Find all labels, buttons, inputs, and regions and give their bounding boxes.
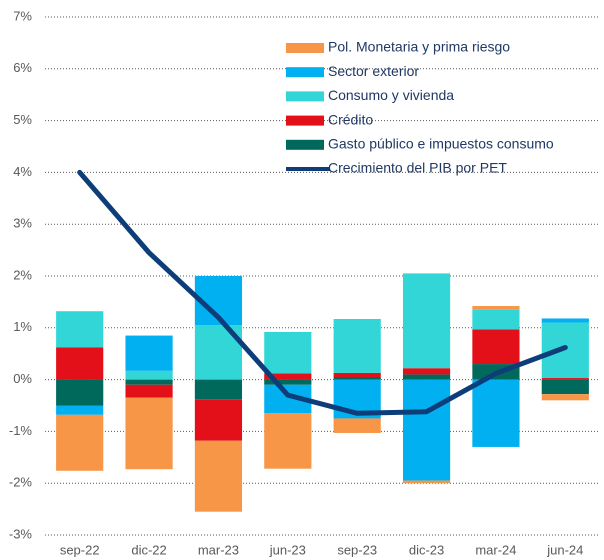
bar-segment	[264, 379, 312, 385]
y-tick-label: -1%	[9, 423, 33, 438]
bar-segment	[194, 399, 243, 441]
legend-swatch	[286, 139, 324, 150]
legend-swatch	[286, 43, 324, 53]
bar-segment	[125, 335, 173, 371]
bar-segment	[402, 273, 451, 369]
y-tick-label: 6%	[13, 60, 32, 75]
legend-swatch	[286, 91, 324, 102]
bar-segment	[541, 394, 589, 401]
bar-segment	[125, 397, 173, 470]
y-tick-label: 7%	[13, 8, 32, 23]
bar-segment	[402, 480, 451, 484]
bar-segment	[125, 379, 173, 385]
bar-segment	[194, 379, 243, 400]
legend-label: Gasto público e impuestos consumo	[328, 136, 554, 152]
x-tick-label: dic-23	[409, 542, 444, 557]
bar-segment	[541, 318, 589, 323]
x-tick-label: sep-23	[337, 542, 377, 557]
legend-label: Consumo y vivienda	[328, 87, 454, 103]
line-series	[77, 169, 568, 416]
bar-segment	[402, 368, 451, 375]
bar-segment	[56, 405, 104, 415]
legend-label: Crecimiento del PIB por PET	[328, 160, 507, 176]
y-tick-label: 0%	[13, 371, 32, 386]
x-tick-label: dic-22	[131, 542, 166, 557]
bar-segment	[402, 379, 451, 481]
y-tick-label: 1%	[13, 319, 32, 334]
bar-segment	[333, 372, 381, 378]
bar-segment	[402, 374, 451, 380]
bar-segment	[194, 440, 243, 512]
x-tick-label: sep-22	[60, 542, 100, 557]
bar-segment	[472, 309, 520, 330]
bar-segment	[56, 347, 104, 380]
legend-swatch	[286, 115, 324, 126]
legend-label: Sector exterior	[328, 63, 419, 79]
bar-segment	[125, 384, 173, 398]
x-tick-label: jun-23	[269, 542, 306, 557]
bar-segment	[56, 379, 104, 406]
legend-swatch	[286, 67, 324, 78]
bar-segment	[125, 370, 173, 380]
bar-segment	[333, 318, 381, 373]
y-tick-label: -3%	[9, 526, 33, 541]
bar-segment	[264, 373, 312, 380]
y-tick-label: 2%	[13, 267, 32, 282]
x-tick-label: mar-23	[198, 542, 239, 557]
bar-segment	[541, 322, 589, 379]
bar-segment	[333, 418, 381, 433]
bar-segment	[472, 379, 520, 447]
y-tick-label: 4%	[13, 164, 32, 179]
x-tick-label: mar-24	[475, 542, 516, 557]
y-tick-label: -2%	[9, 475, 33, 490]
bar-segment	[541, 379, 589, 395]
bar-segment	[541, 378, 589, 380]
bar-segment	[264, 413, 312, 469]
bar-segment	[56, 311, 104, 348]
legend-label: Pol. Monetaria y prima riesgo	[328, 39, 510, 55]
bar-segment	[264, 331, 312, 374]
bar-segment	[472, 306, 520, 310]
legend-label: Crédito	[328, 111, 373, 127]
bar-segment	[472, 329, 520, 365]
y-tick-label: 3%	[13, 216, 32, 231]
bar-segment	[56, 414, 104, 471]
x-tick-label: jun-24	[546, 542, 583, 557]
bar-segment	[333, 377, 381, 380]
y-tick-label: 5%	[13, 112, 32, 127]
